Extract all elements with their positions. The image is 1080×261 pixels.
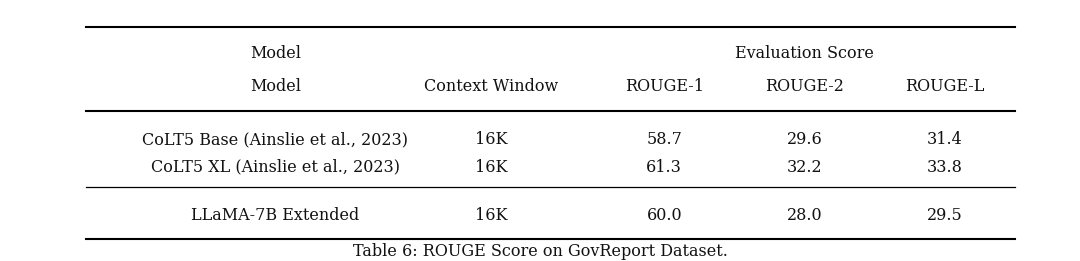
Text: Model: Model <box>249 45 301 62</box>
Text: 29.6: 29.6 <box>786 131 823 148</box>
Text: LLaMA-7B Extended: LLaMA-7B Extended <box>191 207 360 224</box>
Text: 60.0: 60.0 <box>647 207 681 224</box>
Text: 16K: 16K <box>475 158 508 176</box>
Text: 16K: 16K <box>475 131 508 148</box>
Text: 61.3: 61.3 <box>646 158 683 176</box>
Text: 32.2: 32.2 <box>787 158 822 176</box>
Text: 58.7: 58.7 <box>646 131 683 148</box>
Text: ROUGE-2: ROUGE-2 <box>765 78 845 95</box>
Text: ROUGE-1: ROUGE-1 <box>624 78 704 95</box>
Text: 16K: 16K <box>475 207 508 224</box>
Text: CoLT5 XL (Ainslie et al., 2023): CoLT5 XL (Ainslie et al., 2023) <box>151 158 400 176</box>
Text: 31.4: 31.4 <box>927 131 963 148</box>
Text: 29.5: 29.5 <box>927 207 963 224</box>
Text: ROUGE-L: ROUGE-L <box>905 78 985 95</box>
Text: 28.0: 28.0 <box>787 207 822 224</box>
Text: CoLT5 Base (Ainslie et al., 2023): CoLT5 Base (Ainslie et al., 2023) <box>143 131 408 148</box>
Text: Table 6: ROUGE Score on GovReport Dataset.: Table 6: ROUGE Score on GovReport Datase… <box>352 243 728 260</box>
Text: 33.8: 33.8 <box>927 158 963 176</box>
Text: Model: Model <box>249 78 301 95</box>
Text: Context Window: Context Window <box>424 78 558 95</box>
Text: Evaluation Score: Evaluation Score <box>735 45 874 62</box>
